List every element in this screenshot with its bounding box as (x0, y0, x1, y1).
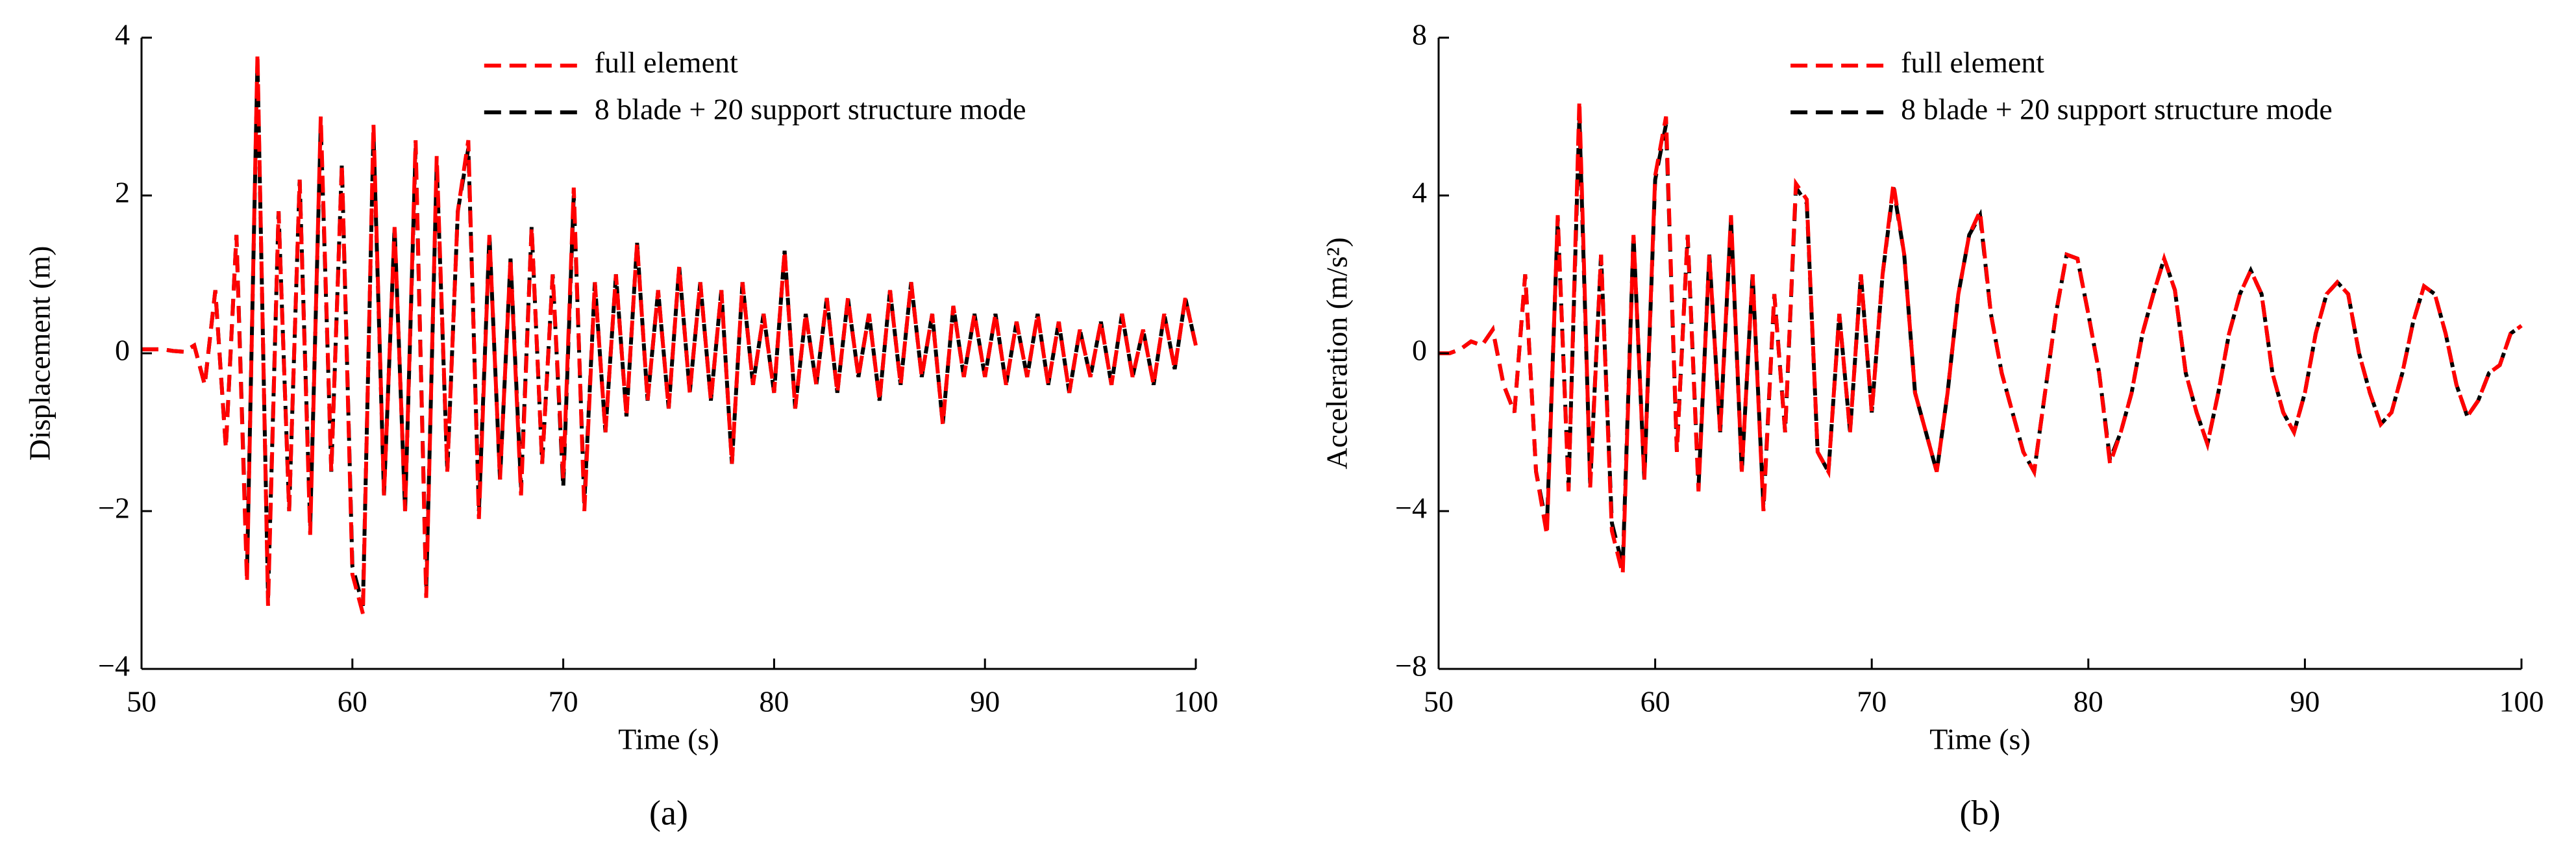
x-tick-label: 90 (2290, 685, 2320, 718)
x-tick-label: 70 (549, 685, 578, 718)
data-line (1439, 116, 2523, 567)
x-tick-label: 50 (1424, 685, 1454, 718)
x-tick-label: 100 (2499, 685, 2544, 718)
y-tick-label: 4 (1412, 176, 1427, 209)
y-axis-label: Displacement (m) (23, 246, 56, 461)
data-line (142, 53, 1198, 614)
y-tick-label: 0 (1412, 334, 1427, 367)
y-axis-label: Acceleration (m/s²) (1320, 237, 1354, 469)
panel-label: (b) (1960, 793, 2001, 832)
x-tick-label: 90 (970, 685, 1000, 718)
x-tick-label: 80 (2074, 685, 2103, 718)
x-tick-label: 60 (1641, 685, 1670, 718)
y-tick-label: 8 (1412, 18, 1427, 51)
legend-label: full element (1901, 46, 2044, 79)
y-tick-label: −4 (1395, 492, 1427, 525)
x-tick-label: 50 (127, 685, 156, 718)
data-line (142, 61, 1198, 607)
x-axis-label: Time (s) (618, 723, 719, 756)
x-tick-label: 60 (338, 685, 367, 718)
data-line (1439, 101, 2523, 575)
y-tick-label: 0 (115, 334, 130, 367)
x-tick-label: 100 (1174, 685, 1219, 718)
legend-label: 8 blade + 20 support structure mode (1901, 93, 2333, 126)
x-tick-label: 70 (1857, 685, 1887, 718)
panel-label: (a) (649, 793, 688, 832)
y-tick-label: −2 (98, 492, 130, 525)
legend-label: full element (595, 46, 738, 79)
x-tick-label: 80 (759, 685, 789, 718)
y-tick-label: 2 (115, 176, 130, 209)
y-tick-label: −4 (98, 649, 130, 683)
y-tick-label: −8 (1395, 649, 1427, 683)
x-axis-label: Time (s) (1929, 723, 2031, 756)
legend-label: 8 blade + 20 support structure mode (595, 93, 1026, 126)
y-tick-label: 4 (115, 18, 130, 51)
